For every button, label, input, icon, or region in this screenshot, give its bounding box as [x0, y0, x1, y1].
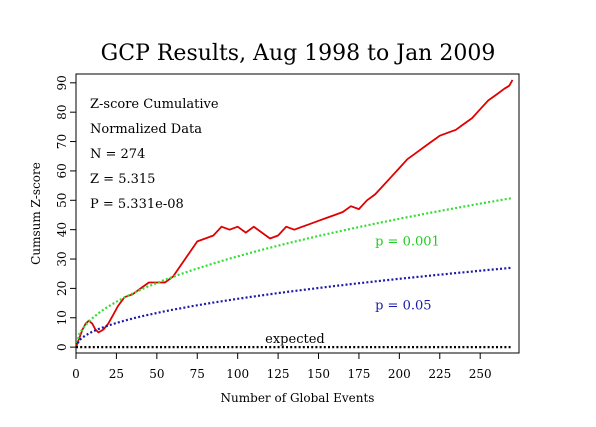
plot-frame	[75, 73, 520, 354]
x-tick-label: 75	[190, 367, 205, 381]
x-axis-label: Number of Global Events	[221, 391, 375, 405]
stats-box: Z-score Cumulative Normalized Data N = 2…	[90, 97, 219, 212]
y-tick-label: 0	[55, 343, 69, 351]
y-tick-label: 50	[55, 193, 69, 208]
stat-line-5: P = 5.331e-08	[90, 197, 184, 212]
y-tick-label: 40	[55, 222, 69, 237]
stat-line-2: Normalized Data	[90, 122, 202, 137]
x-tick-label: 200	[388, 367, 411, 381]
label-expected: expected	[265, 332, 325, 347]
x-tick-label: 150	[307, 367, 330, 381]
label-p-0001: p = 0.001	[375, 235, 440, 250]
chart-title: GCP Results, Aug 1998 to Jan 2009	[101, 41, 496, 66]
y-axis: 0 10 20 30 40 50 60 70 80 90	[55, 75, 76, 351]
y-tick-label: 60	[55, 163, 69, 178]
y-tick-label: 70	[55, 134, 69, 149]
label-p-005: p = 0.05	[375, 298, 431, 313]
y-tick-label: 30	[55, 251, 69, 266]
x-tick-label: 50	[149, 367, 164, 381]
y-tick-label: 90	[55, 75, 69, 90]
y-tick-label: 20	[55, 281, 69, 296]
series-layer	[74, 79, 514, 349]
y-tick-label: 80	[55, 105, 69, 120]
stat-line-1: Z-score Cumulative	[90, 97, 219, 112]
series-line-data-0	[75, 79, 514, 348]
x-tick-label: 250	[469, 367, 492, 381]
x-tick-label: 0	[72, 367, 80, 381]
y-tick-label: 10	[55, 310, 69, 325]
x-tick-label: 125	[267, 367, 290, 381]
stat-line-3: N = 274	[90, 147, 145, 162]
x-axis: 0 25 50 75 100 125 150 175 200 225 250	[72, 353, 492, 381]
stat-line-4: Z = 5.315	[90, 172, 155, 187]
series-line-threshold-1	[74, 196, 513, 348]
x-tick-label: 175	[347, 367, 370, 381]
x-tick-label: 225	[428, 367, 451, 381]
x-tick-label: 100	[226, 367, 249, 381]
x-tick-label: 25	[109, 367, 124, 381]
y-axis-label: Cumsum Z-score	[29, 162, 43, 265]
